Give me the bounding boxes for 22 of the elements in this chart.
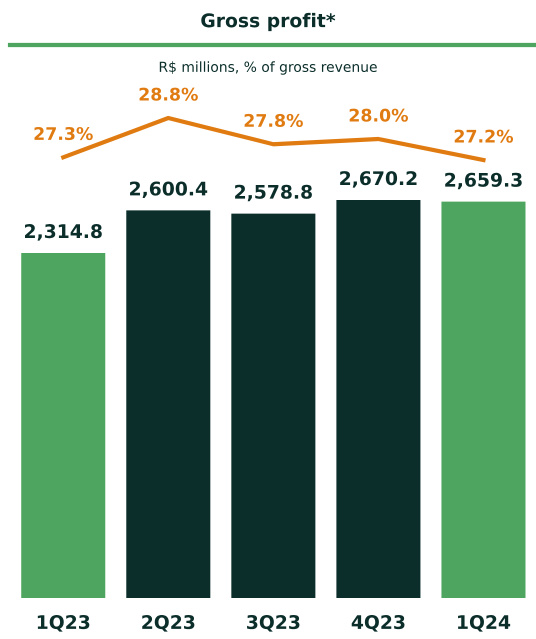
data-label: 27.3% (34, 126, 93, 140)
data-label: 2,670.2 (340, 171, 417, 188)
data-label: 2,600.4 (130, 181, 208, 198)
bar (441, 202, 526, 598)
x-tick-label: 2Q23 (142, 615, 194, 632)
x-tick-label: 4Q23 (352, 615, 404, 632)
data-label: 27.8% (244, 114, 303, 127)
data-label: 2,659.3 (445, 172, 522, 190)
data-label: 27.2% (454, 130, 514, 143)
data-label: 28.0% (350, 108, 408, 122)
chart-title: Gross profit* (201, 12, 336, 32)
data-label: 28.8% (140, 88, 198, 101)
data-label: 2,314.8 (24, 224, 102, 241)
bar (336, 200, 420, 598)
data-label: 2,578.8 (235, 184, 312, 202)
chart-subtitle: R$ millions, % of gross revenue (160, 61, 377, 75)
bar (231, 214, 316, 598)
x-tick-label: 1Q23 (38, 615, 90, 632)
bar (21, 252, 106, 598)
bar (126, 210, 210, 598)
x-tick-label: 3Q23 (247, 615, 300, 632)
x-tick-label: 1Q24 (458, 615, 510, 632)
